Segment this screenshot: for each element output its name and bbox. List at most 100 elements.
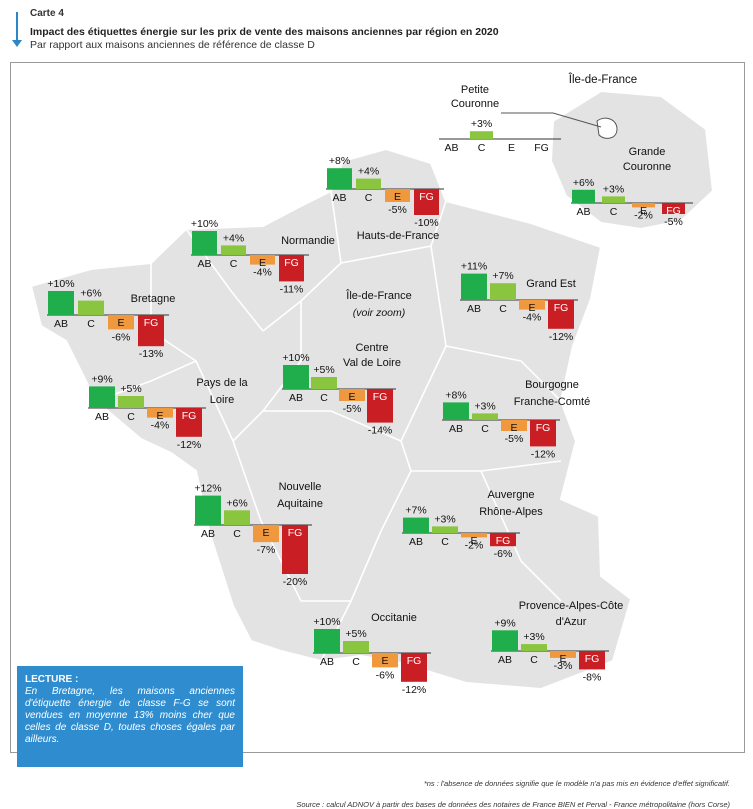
bar-C	[118, 396, 144, 408]
data-label: +3%	[474, 400, 495, 412]
bar-AB	[48, 291, 74, 315]
data-label: +10%	[191, 218, 218, 230]
category-label: FG	[373, 391, 388, 403]
bar-FG	[367, 389, 393, 423]
data-label: +6%	[80, 288, 101, 300]
lecture-title: LECTURE :	[25, 674, 79, 685]
lecture-box: LECTURE : En Bretagne, les maisons ancie…	[17, 666, 243, 767]
bar-FG	[401, 653, 427, 682]
data-label: +4%	[358, 166, 379, 178]
region-label: Hauts-de-France	[357, 230, 440, 242]
bar-E	[339, 389, 365, 401]
region-label: d'Azur	[556, 616, 587, 628]
bar-FG	[530, 420, 556, 447]
bar-AB	[283, 365, 309, 389]
region-provence-alpes-cote-d-azur: Provence-Alpes-Côte d'Azur +9% AB +3% C -3%E -8…	[491, 600, 623, 683]
bar-FG	[282, 525, 308, 574]
data-label: -13%	[139, 348, 164, 360]
bar-AB	[195, 495, 221, 525]
data-label: +10%	[47, 278, 74, 290]
region-hauts-de-france: Hauts-de-France +8% AB +4% C -5%E -10% FG	[326, 155, 444, 242]
region-label: Val de Loire	[343, 357, 401, 369]
bar-C	[356, 178, 381, 189]
category-label: E	[508, 142, 515, 154]
data-label: +9%	[494, 617, 515, 629]
region-nouvelle-aquitaine: Nouvelle Aquitaine +12% AB +6% C -7% E -20% FG	[194, 481, 323, 588]
bar-C	[472, 413, 498, 420]
data-label: -14%	[368, 425, 393, 437]
header-arrow	[16, 12, 18, 42]
category-label: E	[559, 653, 566, 665]
bar-FG	[138, 315, 164, 347]
category-label: AB	[289, 392, 303, 404]
data-label: +3%	[603, 183, 624, 195]
region-label: Normandie	[281, 235, 335, 247]
region-label: Bretagne	[131, 293, 176, 305]
category-label: C	[530, 654, 538, 666]
data-label: -11%	[280, 283, 304, 295]
bar-C	[602, 196, 625, 203]
data-label: -12%	[402, 684, 427, 696]
region-pays-de-la-loire: Pays de la Loire +9% AB +5% C -4%E -12% FG	[88, 373, 249, 451]
bar-E	[632, 203, 655, 208]
region-label: Pays de la	[196, 377, 248, 389]
source-note: Source : calcul ADNOV à partir des bases…	[296, 800, 730, 809]
region-border	[430, 245, 562, 402]
data-label: +10%	[313, 616, 340, 628]
category-label: FG	[144, 317, 159, 329]
bar-AB	[443, 402, 469, 420]
category-label: FG	[288, 527, 303, 539]
data-label: -4%	[523, 312, 542, 324]
data-label: +9%	[91, 373, 112, 385]
category-label: E	[262, 527, 269, 539]
data-label: -12%	[177, 439, 202, 451]
data-label: -5%	[505, 433, 524, 445]
region-map: Île-de-France Île-de-France (voir zoom) Pet…	[29, 73, 715, 696]
category-label: C	[365, 192, 373, 204]
category-label: AB	[576, 206, 590, 218]
bar-AB	[327, 168, 352, 189]
region-border	[480, 470, 562, 602]
category-label: E	[528, 302, 535, 314]
region-label: Nouvelle	[279, 481, 322, 493]
bar-AB	[314, 629, 340, 653]
petite-couronne-shape	[596, 117, 618, 139]
region-label: Aquitaine	[277, 498, 323, 510]
data-label: +7%	[405, 505, 426, 517]
data-label: -12%	[549, 331, 574, 343]
bar-C	[432, 526, 458, 533]
category-label: E	[394, 191, 401, 203]
bar-layer: Île-de-France Île-de-France (voir zoom) Pet…	[47, 73, 693, 696]
bar-FG	[579, 651, 605, 670]
bar-E	[519, 300, 545, 310]
region-label: Grand Est	[526, 278, 576, 290]
category-label: FG	[666, 205, 681, 217]
region-label: Bourgogne	[525, 379, 579, 391]
region-border	[150, 263, 234, 442]
category-label: AB	[201, 528, 215, 540]
region-label: Provence-Alpes-Côte	[519, 600, 624, 612]
data-label: +3%	[471, 118, 492, 130]
category-label: C	[499, 303, 507, 315]
data-label: -2%	[634, 209, 653, 221]
category-label: E	[117, 317, 124, 329]
region-border	[320, 440, 412, 662]
category-label: C	[610, 206, 618, 218]
bar-AB	[403, 517, 429, 533]
region-label: Couronne	[451, 98, 499, 110]
data-label: +12%	[194, 483, 221, 495]
category-label: C	[441, 536, 449, 548]
category-label: E	[640, 205, 647, 217]
region-centre-val-de-loire: Centre Val de Loire +10% AB +5% C -5%E -14% FG	[282, 342, 401, 437]
category-label: FG	[554, 302, 569, 314]
bar-AB	[572, 189, 595, 203]
data-label: +10%	[282, 352, 309, 364]
bar-E	[250, 255, 275, 265]
category-label: AB	[449, 423, 463, 435]
category-label: FG	[534, 142, 549, 154]
bar-FG	[176, 408, 202, 437]
bar-FG	[279, 255, 304, 282]
bar-C	[221, 245, 246, 255]
category-label: FG	[419, 191, 434, 203]
region-label: Grande	[629, 146, 666, 158]
